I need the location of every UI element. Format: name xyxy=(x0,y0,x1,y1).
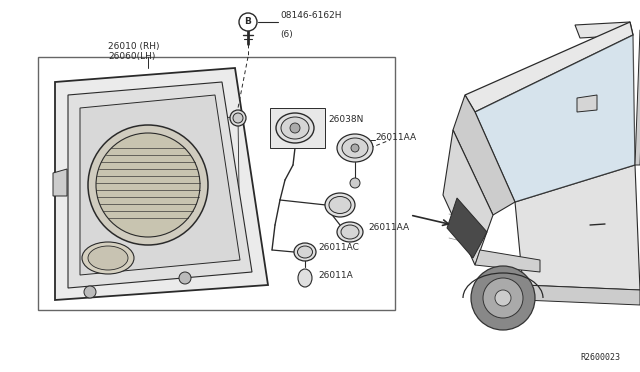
Polygon shape xyxy=(475,35,635,202)
Text: 26060(LH): 26060(LH) xyxy=(108,52,156,61)
Text: 26011AA: 26011AA xyxy=(375,134,416,142)
Ellipse shape xyxy=(298,246,312,258)
Circle shape xyxy=(471,266,535,330)
Polygon shape xyxy=(68,82,252,288)
Polygon shape xyxy=(635,30,640,165)
Text: 26010 (RH): 26010 (RH) xyxy=(108,42,159,51)
Circle shape xyxy=(495,290,511,306)
Ellipse shape xyxy=(337,134,373,162)
Circle shape xyxy=(84,286,96,298)
Polygon shape xyxy=(577,95,597,112)
Circle shape xyxy=(483,278,523,318)
Circle shape xyxy=(350,178,360,188)
Polygon shape xyxy=(270,108,325,148)
Text: R2600023: R2600023 xyxy=(580,353,620,362)
Polygon shape xyxy=(80,95,240,275)
Circle shape xyxy=(239,13,257,31)
Ellipse shape xyxy=(281,117,309,139)
Polygon shape xyxy=(53,169,67,196)
Circle shape xyxy=(96,133,200,237)
Ellipse shape xyxy=(342,138,368,158)
Polygon shape xyxy=(515,165,640,290)
Polygon shape xyxy=(55,68,268,300)
Circle shape xyxy=(230,110,246,126)
Text: (6): (6) xyxy=(280,30,292,39)
Ellipse shape xyxy=(325,193,355,217)
Text: 26011A: 26011A xyxy=(318,272,353,280)
Text: 08146-6162H: 08146-6162H xyxy=(280,11,342,20)
Polygon shape xyxy=(447,198,487,258)
Text: 26011AA: 26011AA xyxy=(368,224,409,232)
Circle shape xyxy=(233,113,243,123)
Polygon shape xyxy=(465,22,633,112)
Ellipse shape xyxy=(294,243,316,261)
Polygon shape xyxy=(475,250,540,272)
Text: 26011AC: 26011AC xyxy=(318,244,359,253)
Ellipse shape xyxy=(329,196,351,214)
Bar xyxy=(38,57,395,310)
Circle shape xyxy=(290,123,300,133)
Text: B: B xyxy=(244,17,252,26)
Text: 26038N: 26038N xyxy=(328,115,364,125)
Ellipse shape xyxy=(341,225,359,239)
Ellipse shape xyxy=(82,242,134,274)
Circle shape xyxy=(88,125,208,245)
Ellipse shape xyxy=(337,222,363,242)
Polygon shape xyxy=(575,22,633,38)
Polygon shape xyxy=(443,130,493,265)
Polygon shape xyxy=(453,95,515,215)
Ellipse shape xyxy=(298,269,312,287)
Ellipse shape xyxy=(276,113,314,143)
Ellipse shape xyxy=(88,246,128,270)
Polygon shape xyxy=(523,285,640,305)
Circle shape xyxy=(179,272,191,284)
Circle shape xyxy=(351,144,359,152)
